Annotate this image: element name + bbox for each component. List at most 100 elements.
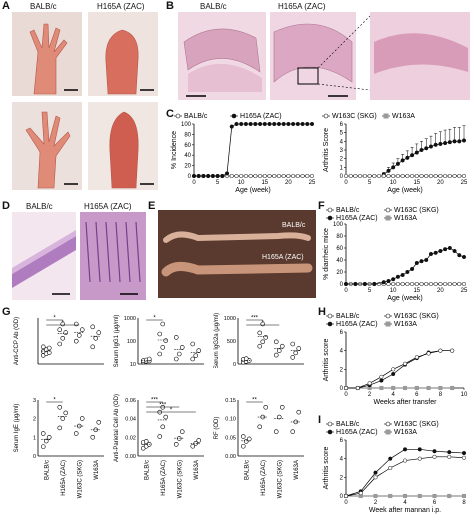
x-tick-label: 0 <box>344 288 348 294</box>
y-tick-label: 6 <box>340 330 344 336</box>
data-point <box>160 321 166 327</box>
legend-label: W163A <box>394 429 417 436</box>
data-point <box>410 153 415 158</box>
data-point <box>452 281 457 287</box>
legend-marker <box>385 429 391 435</box>
data-point <box>373 475 378 480</box>
data-point <box>414 150 419 155</box>
x-tick-label: W163A <box>294 460 300 480</box>
data-point <box>290 341 296 347</box>
data-point <box>240 443 246 449</box>
data-point <box>262 173 267 179</box>
data-point <box>273 339 279 345</box>
x-tick-label: 2 <box>368 392 372 398</box>
data-point <box>193 353 199 358</box>
data-point <box>293 350 299 356</box>
x-axis-label: Week after mannan i.p. <box>369 507 441 514</box>
data-point <box>286 121 291 127</box>
data-point <box>296 346 302 351</box>
data-point <box>90 434 96 440</box>
data-point <box>457 173 462 179</box>
data-point <box>90 344 96 350</box>
data-point <box>417 493 422 499</box>
data-point <box>272 173 277 179</box>
data-point <box>63 410 69 416</box>
data-point <box>57 341 63 347</box>
data-point <box>395 161 400 166</box>
data-point <box>376 173 382 179</box>
data-point <box>428 281 434 287</box>
data-point <box>419 259 424 264</box>
histology-joint-sections <box>178 12 470 100</box>
x-tick-label: W163C (SKG) <box>177 460 183 498</box>
data-point <box>447 173 452 179</box>
legend-marker <box>385 421 391 427</box>
data-point <box>157 331 163 337</box>
data-point <box>239 121 244 127</box>
y-tick-label: 0.06 <box>125 398 136 404</box>
data-point <box>343 281 349 287</box>
data-point <box>248 173 253 179</box>
data-point <box>248 121 253 127</box>
data-point <box>343 173 349 179</box>
data-point <box>402 447 408 452</box>
data-point <box>443 281 448 287</box>
y-tick-label: 0.15 <box>225 398 236 404</box>
y-axis-label: Arthritis score <box>323 339 330 382</box>
y-axis-label: Serum IgE (μg/ml) <box>14 404 20 453</box>
x-axis-label: Age (week) <box>387 295 422 302</box>
legend-marker <box>327 421 333 427</box>
data-point <box>290 355 296 360</box>
data-point <box>379 378 384 383</box>
data-point <box>173 335 179 340</box>
data-point <box>272 121 277 127</box>
data-point <box>57 327 63 333</box>
y-tick-label: 10 <box>130 362 136 368</box>
data-point <box>296 409 302 415</box>
data-point <box>447 493 452 499</box>
data-point <box>257 424 263 430</box>
chart-arthritis-age: 0 5 10 15 20 25 0 1 2 3 4 5 6 Age (week) Arthritis Sco… <box>322 113 468 194</box>
data-point <box>461 173 467 179</box>
significance-label: ** <box>252 398 257 404</box>
data-point <box>276 348 282 353</box>
y-tick-label: 0 <box>233 362 236 368</box>
legend-marker <box>383 113 389 119</box>
y-tick-label: 0.04 <box>125 417 136 423</box>
data-point <box>40 444 46 449</box>
data-point <box>410 266 415 272</box>
x-tick-label: BALB/c <box>244 460 250 480</box>
y-tick-label: 80 <box>184 132 191 138</box>
y-axis-label: Arthritis score <box>323 447 330 490</box>
panel-letter-h: H <box>318 306 326 318</box>
data-point <box>300 121 305 127</box>
data-point <box>372 173 377 179</box>
data-point <box>447 140 452 145</box>
data-point <box>291 173 296 179</box>
data-point <box>405 173 410 179</box>
b-label-balbc: BALB/c <box>200 2 227 11</box>
data-point <box>160 424 166 430</box>
legend-label: W163C (SKG) <box>332 113 377 120</box>
data-point <box>90 324 96 330</box>
x-tick-label: 0 <box>344 500 348 506</box>
legend-label: BALB/c <box>336 313 360 320</box>
data-point <box>432 449 437 454</box>
y-tick-label: 60 <box>184 143 191 149</box>
d-label-balbc: BALB/c <box>26 202 53 211</box>
data-point <box>309 121 315 127</box>
data-point <box>388 456 393 461</box>
paw-photos <box>12 12 158 190</box>
data-point <box>46 434 52 440</box>
data-point <box>379 385 384 391</box>
legend-marker <box>327 429 333 435</box>
data-point <box>286 173 291 179</box>
data-point <box>79 327 85 333</box>
panel-letter-d: D <box>2 200 10 212</box>
x-tick-label: W163A <box>194 460 200 480</box>
series-line <box>345 456 465 497</box>
data-point <box>438 248 443 254</box>
data-point <box>450 348 455 353</box>
y-tick-label: 1000 <box>224 316 236 322</box>
data-point <box>417 447 422 452</box>
